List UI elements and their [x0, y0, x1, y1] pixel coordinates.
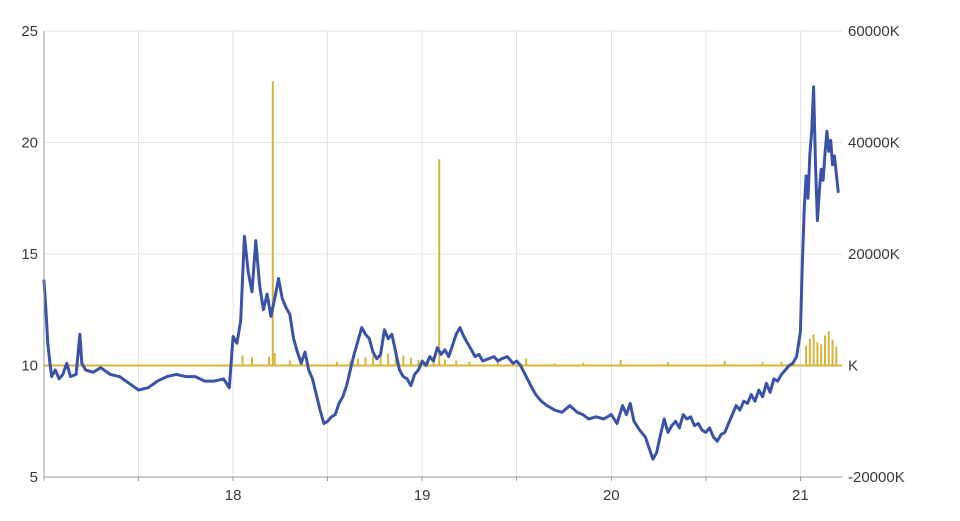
- y-left-tick-label: 20: [21, 135, 38, 152]
- x-tick-label: 19: [414, 487, 431, 504]
- y-right-tick-label: K: [848, 358, 858, 375]
- volume-bar: [438, 159, 441, 366]
- volume-bar: [835, 346, 838, 366]
- volume-bar: [496, 362, 499, 366]
- y-left-tick-label: 25: [21, 23, 38, 40]
- volume-series: [44, 81, 842, 367]
- y-right-tick-label: 60000K: [848, 23, 900, 40]
- volume-bar: [468, 361, 471, 366]
- volume-bar: [553, 363, 556, 366]
- axes: [43, 31, 842, 481]
- volume-bar: [364, 357, 367, 366]
- volume-bar: [816, 342, 819, 366]
- volume-bar: [831, 339, 834, 366]
- volume-bar: [823, 335, 826, 366]
- volume-bar: [409, 357, 412, 366]
- volume-bar: [808, 338, 811, 366]
- volume-bar: [387, 353, 390, 366]
- volume-bar: [268, 356, 271, 366]
- volume-bar: [379, 351, 382, 366]
- price-line: [42, 85, 840, 461]
- y-right-tick-label: 40000K: [848, 135, 900, 152]
- y-left-tick-label: 5: [30, 469, 38, 486]
- x-tick-label: 20: [603, 487, 620, 504]
- volume-bar: [525, 358, 528, 366]
- x-axis-ticks: 18 19 20 21: [225, 487, 809, 504]
- volume-bar: [251, 357, 254, 366]
- volume-bar: [356, 358, 359, 366]
- volume-bar: [349, 361, 352, 366]
- x-tick-label: 18: [225, 487, 242, 504]
- volume-bar: [443, 359, 446, 366]
- grid: [43, 30, 842, 478]
- volume-bar: [241, 355, 244, 366]
- volume-bar: [336, 361, 339, 366]
- y-left-tick-label: 10: [21, 358, 38, 375]
- volume-bar: [271, 81, 274, 366]
- volume-bar: [372, 355, 375, 366]
- volume-bar: [288, 360, 291, 366]
- volume-bar: [761, 362, 764, 366]
- volume-bar: [417, 359, 420, 366]
- volume-bar: [780, 361, 783, 366]
- volume-bar: [812, 334, 815, 366]
- y-axis-right-ticks: -20000K K 20000K 40000K 60000K: [848, 23, 905, 486]
- volume-bar: [273, 353, 276, 366]
- volume-bar: [805, 345, 808, 366]
- price-series: [42, 85, 840, 461]
- y-right-tick-label: -20000K: [848, 469, 905, 486]
- volume-bar: [402, 355, 405, 366]
- volume-bar: [820, 344, 823, 366]
- y-right-tick-label: 20000K: [848, 246, 900, 263]
- volume-bar: [581, 362, 584, 366]
- x-tick-label: 21: [792, 487, 809, 504]
- y-axis-left-ticks: 5 10 15 20 25: [21, 23, 38, 486]
- volume-bar: [723, 361, 726, 366]
- volume-bar: [455, 360, 458, 366]
- volume-bar: [667, 362, 670, 366]
- y-left-tick-label: 15: [21, 246, 38, 263]
- volume-bar: [827, 330, 830, 366]
- volume-bar: [619, 359, 622, 366]
